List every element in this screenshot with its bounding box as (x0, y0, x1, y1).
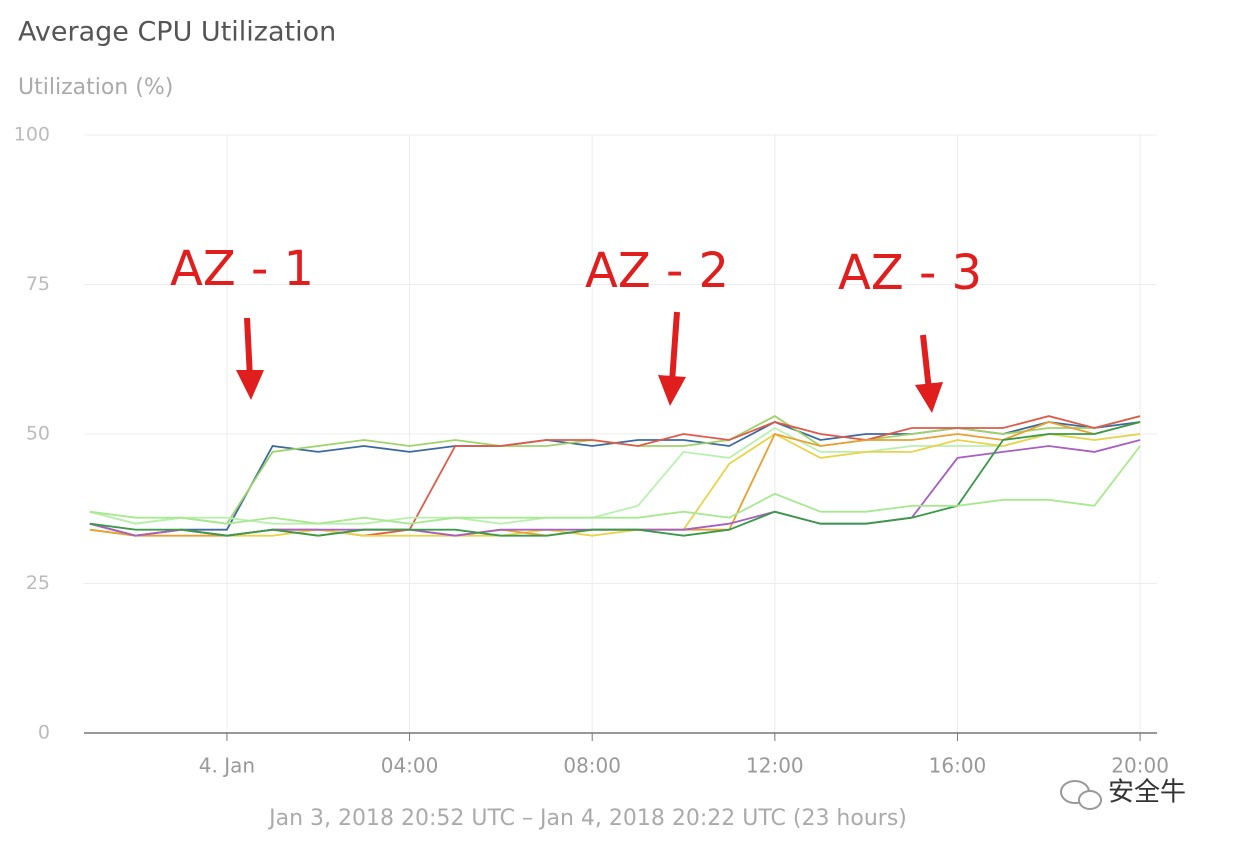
y-tick-label: 25 (26, 572, 50, 594)
series-line (89, 421, 1141, 537)
annotation: AZ - 1 (170, 241, 314, 297)
lines (89, 415, 1141, 537)
y-tick-label: 100 (14, 124, 50, 146)
y-tick-label: 0 (38, 722, 50, 744)
x-tick-label: 08:00 (563, 754, 621, 778)
arrow (244, 317, 253, 379)
footer: Jan 3, 2018 20:52 UTC – Jan 4, 2018 20:2… (267, 806, 907, 831)
series-line (89, 426, 1141, 525)
y-tick-label: 50 (26, 423, 50, 445)
watermark-icon (1060, 780, 1102, 810)
annotation: AZ - 3 (838, 245, 982, 301)
arrow (920, 334, 932, 391)
arrow-head (236, 370, 264, 400)
annotation: AZ - 2 (585, 243, 729, 299)
series-line (89, 432, 1141, 537)
arrow-head (658, 375, 686, 406)
series-line (89, 421, 1141, 537)
y-tick-label: 75 (26, 273, 50, 295)
watermark: 安全牛 (1108, 778, 1186, 808)
x-tick-label: 4. Jan (199, 754, 255, 778)
x-tick-label: 20:00 (1111, 754, 1169, 778)
series-line (89, 445, 1141, 525)
x-tick-label: 12:00 (746, 754, 804, 778)
arrows (236, 311, 943, 413)
y-axis-label: Utilization (%) (18, 75, 173, 100)
chart-title: Average CPU Utilization (18, 17, 336, 48)
x-tick-label: 04:00 (381, 754, 439, 778)
grid: 0 25 50 75 100 4. Jan 04:00 08:00 12:00 16:00 20:0… (14, 124, 1169, 778)
arrow (669, 311, 680, 383)
series-line (89, 421, 1141, 537)
arrow-head (915, 382, 943, 413)
x-tick-label: 16:00 (929, 754, 987, 778)
